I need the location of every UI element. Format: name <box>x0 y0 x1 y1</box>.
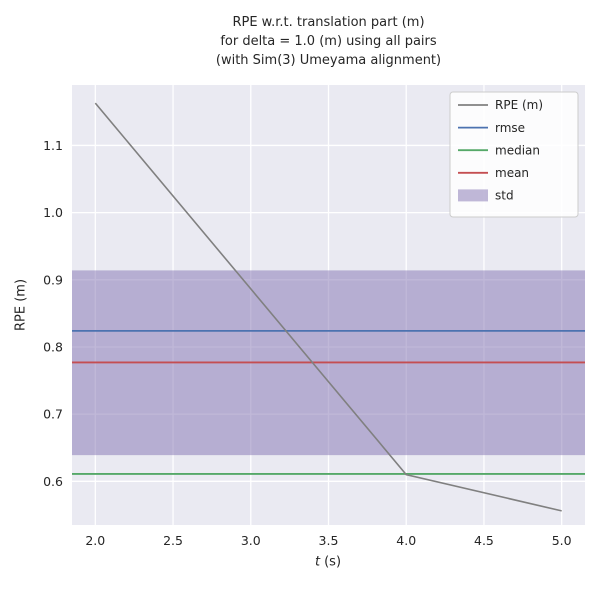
x-axis-label-unit: (s) <box>324 554 342 570</box>
legend-label-median: median <box>495 143 540 157</box>
legend-label-std: std <box>495 189 514 203</box>
x-tick-label: 5.0 <box>552 533 572 548</box>
legend-label-rmse: rmse <box>495 121 525 135</box>
legend-label-RPE (m): RPE (m) <box>495 98 543 112</box>
y-tick-label: 1.1 <box>43 138 63 153</box>
chart-title: RPE w.r.t. translation part (m) for delt… <box>72 13 585 70</box>
x-tick-label: 4.0 <box>396 533 416 548</box>
y-axis-label: RPE (m) <box>13 278 29 332</box>
chart-title-line3: (with Sim(3) Umeyama alignment) <box>215 53 442 68</box>
y-tick-label: 0.6 <box>43 474 63 489</box>
x-tick-label: 2.0 <box>85 533 105 548</box>
y-tick-label: 1.0 <box>43 205 63 220</box>
x-axis-label-var: t <box>314 554 321 570</box>
y-tick-label: 0.7 <box>43 407 63 422</box>
chart-title-line2: for delta = 1.0 (m) using all pairs <box>220 34 437 49</box>
rpe-line <box>94 102 562 512</box>
y-tick-label: 0.9 <box>43 272 63 287</box>
legend-box <box>449 91 579 218</box>
x-tick-label: 4.5 <box>474 533 494 548</box>
legend-label-mean: mean <box>495 166 529 180</box>
x-tick-label: 3.5 <box>319 533 339 548</box>
y-tick-label: 0.8 <box>43 339 63 354</box>
x-axis-label: t (s) <box>315 555 341 570</box>
x-tick-label: 2.5 <box>163 533 183 548</box>
legend-swatch-std <box>458 189 488 202</box>
chart-title-line1: RPE w.r.t. translation part (m) <box>232 15 425 30</box>
x-tick-label: 3.0 <box>241 533 261 548</box>
